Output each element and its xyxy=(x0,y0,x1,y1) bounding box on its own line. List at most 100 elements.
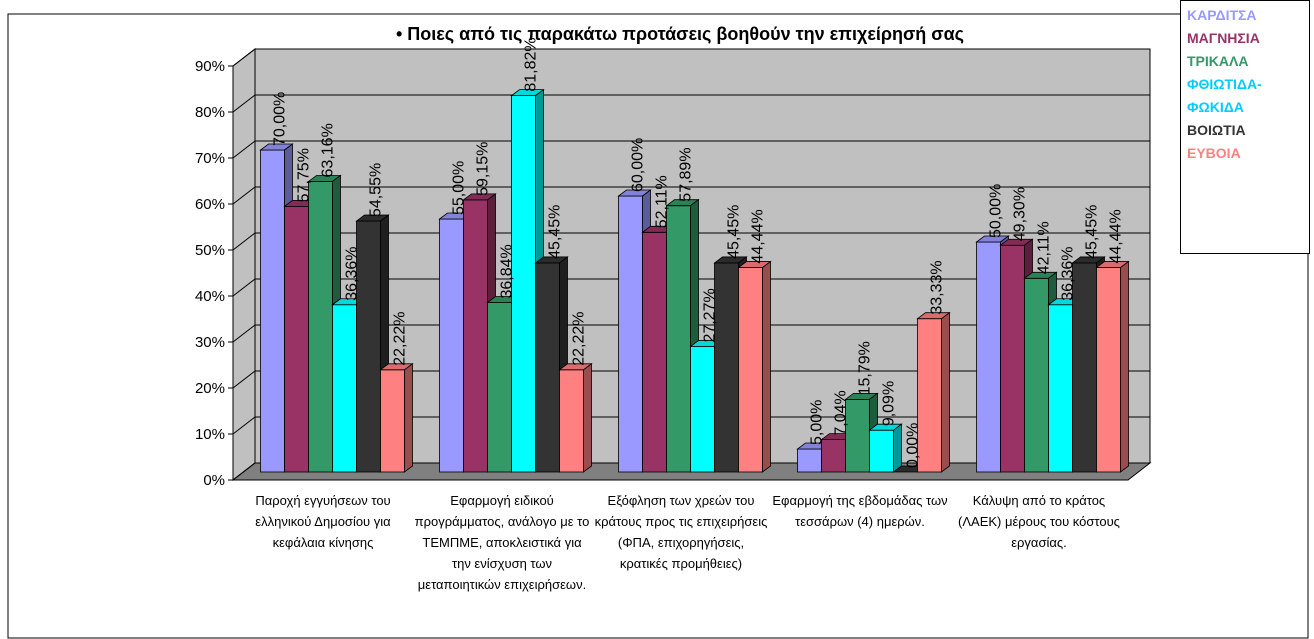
bar-front xyxy=(642,231,667,473)
data-label: 54,55% xyxy=(368,163,385,217)
bar-front xyxy=(1096,267,1121,473)
y-tick-label: 40% xyxy=(195,288,225,305)
grid-line xyxy=(232,370,256,389)
bar xyxy=(916,311,951,473)
bar-front xyxy=(380,369,405,473)
data-label: 45,45% xyxy=(547,205,564,259)
data-label: 9,09% xyxy=(881,381,898,426)
data-label: 0,00% xyxy=(905,423,922,468)
grid-line xyxy=(232,462,256,481)
data-label: 63,16% xyxy=(320,123,337,177)
data-label: 33,33% xyxy=(929,260,946,314)
bar-front xyxy=(1024,277,1049,473)
data-label: 45,45% xyxy=(1084,205,1101,259)
bar-front xyxy=(356,220,381,473)
data-label: 22,22% xyxy=(571,312,588,366)
data-label: 70,00% xyxy=(272,92,289,146)
data-label: 52,11% xyxy=(654,175,671,228)
data-label: 44,44% xyxy=(750,209,767,263)
chart-title: • Ποιες από τις παρακάτω προτάσεις βοηθο… xyxy=(396,24,964,44)
bar-front xyxy=(559,369,584,473)
bar-front xyxy=(714,262,739,473)
bar-side xyxy=(762,260,771,473)
grid-line xyxy=(232,416,256,435)
bar xyxy=(1095,260,1130,473)
y-tick-label: 90% xyxy=(195,58,225,75)
grid-line xyxy=(232,48,256,67)
bar-front xyxy=(845,398,870,473)
bar-side xyxy=(583,362,592,473)
data-label: 22,22% xyxy=(392,312,409,366)
grid-line xyxy=(232,94,256,113)
data-label: 45,45% xyxy=(726,205,743,259)
y-tick-label: 10% xyxy=(195,426,225,443)
bar-front xyxy=(738,267,763,473)
x-tick-label: Εξόφληση των χρεών του κράτους προς τις … xyxy=(594,493,768,571)
grid-line xyxy=(232,278,256,297)
data-label: 57,89% xyxy=(678,147,695,201)
bar-front xyxy=(284,205,309,473)
bar-side xyxy=(893,423,902,473)
bar xyxy=(379,362,414,473)
data-label: 50,00% xyxy=(988,184,1005,238)
bar-front xyxy=(1048,304,1073,473)
data-label: 81,82% xyxy=(523,37,540,91)
bar-front xyxy=(690,346,715,473)
bar-front xyxy=(976,241,1001,473)
grid-line xyxy=(232,140,256,159)
grid-line xyxy=(232,324,256,343)
legend-entry: ΒΟΙΩΤΙΑ xyxy=(1187,122,1246,138)
bar-side xyxy=(941,311,950,473)
bar-front xyxy=(797,448,822,473)
y-tick-label: 0% xyxy=(203,472,225,489)
data-label: 60,00% xyxy=(630,138,647,192)
bar-side xyxy=(1120,260,1129,473)
data-label: 5,00% xyxy=(809,400,826,445)
bar xyxy=(558,362,593,473)
data-label: 55,00% xyxy=(451,161,468,215)
legend: ΚΑΡΔΙΤΣΑ ΜΑΓΝΗΣΙΑ ΤΡΙΚΑΛΑ ΦΘΙΩΤΙΔΑ-ΦΩΚΙΔΑ ΒΟ… xyxy=(1180,0,1310,254)
data-label: 44,44% xyxy=(1108,209,1125,263)
legend-entry: ΤΡΙΚΑΛΑ xyxy=(1187,53,1249,69)
bar xyxy=(868,423,903,473)
data-label: 36,84% xyxy=(499,244,516,298)
bar-side xyxy=(404,362,413,473)
bar xyxy=(534,256,569,473)
bar xyxy=(737,260,772,473)
data-label: 7,04% xyxy=(833,390,850,435)
bar-front xyxy=(666,205,691,473)
data-label: 27,27% xyxy=(702,288,719,342)
data-label: 49,30% xyxy=(1012,187,1029,241)
y-tick-label: 60% xyxy=(195,196,225,213)
data-label: 36,36% xyxy=(1060,246,1077,300)
y-tick-label: 50% xyxy=(195,242,225,259)
x-tick-label: Εφαρμογή της εβδομάδας των τεσσάρων (4) … xyxy=(772,493,948,529)
bar-front xyxy=(869,429,894,473)
x-tick-label: Κάλυψη από το κράτος (ΛΑΕΚ) μέρους του κ… xyxy=(958,493,1120,550)
y-tick-label: 80% xyxy=(195,104,225,121)
bar-front xyxy=(308,181,333,473)
bar-front xyxy=(1000,244,1025,473)
y-tick-label: 20% xyxy=(195,380,225,397)
data-label: 36,36% xyxy=(344,246,361,300)
bar-front xyxy=(487,302,512,473)
bar-front xyxy=(618,195,643,473)
data-label: 42,11% xyxy=(1036,221,1053,274)
legend-entry: ΚΑΡΔΙΤΣΑ xyxy=(1187,7,1257,23)
y-tick-label: 70% xyxy=(195,150,225,167)
bar-front xyxy=(332,304,357,473)
bar-front xyxy=(439,218,464,473)
bar-front xyxy=(535,262,560,473)
data-label: 57,75% xyxy=(296,148,313,202)
x-tick-label: Εφαρμογή ειδικού προγράμματος, ανάλογο μ… xyxy=(414,493,590,592)
legend-entry: ΜΑΓΝΗΣΙΑ xyxy=(1187,30,1260,46)
grid-line xyxy=(232,186,256,205)
bar-front xyxy=(1072,262,1097,473)
legend-entry: ΦΘΙΩΤΙΔΑ-ΦΩΚΙΔΑ xyxy=(1187,76,1262,115)
left-wall xyxy=(232,47,256,482)
grid-line xyxy=(232,232,256,251)
bar-front xyxy=(260,149,285,473)
y-tick-label: 30% xyxy=(195,334,225,351)
